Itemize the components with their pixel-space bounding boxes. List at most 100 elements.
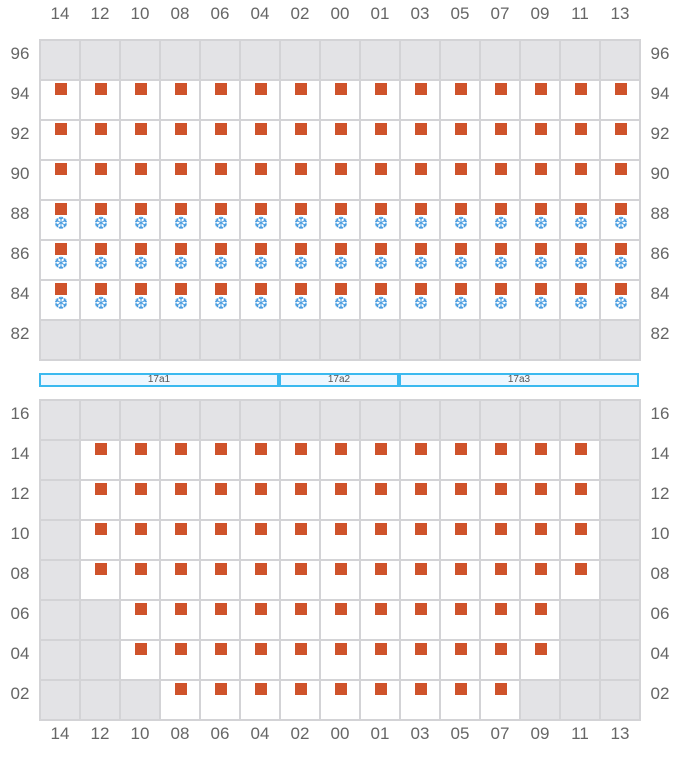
container-marker[interactable] (575, 283, 587, 295)
container-marker[interactable] (575, 563, 587, 575)
container-marker[interactable] (95, 283, 107, 295)
slot[interactable] (401, 161, 439, 199)
slot[interactable] (321, 481, 359, 519)
slot[interactable] (161, 81, 199, 119)
container-marker[interactable] (135, 523, 147, 535)
container-marker[interactable] (335, 683, 347, 695)
container-marker[interactable] (615, 123, 627, 135)
slot[interactable] (41, 81, 79, 119)
container-marker[interactable] (135, 203, 147, 215)
slot[interactable] (561, 561, 599, 599)
container-marker[interactable] (415, 203, 427, 215)
container-marker[interactable] (575, 203, 587, 215)
slot[interactable] (281, 521, 319, 559)
slot[interactable] (281, 81, 319, 119)
container-marker[interactable] (95, 163, 107, 175)
container-marker[interactable] (615, 203, 627, 215)
slot[interactable] (401, 521, 439, 559)
container-marker[interactable] (215, 683, 227, 695)
container-marker[interactable] (415, 483, 427, 495)
slot[interactable] (81, 81, 119, 119)
container-marker[interactable] (215, 523, 227, 535)
slot[interactable] (81, 441, 119, 479)
slot[interactable] (401, 481, 439, 519)
container-marker[interactable] (175, 283, 187, 295)
slot[interactable] (201, 681, 239, 719)
container-marker[interactable] (215, 243, 227, 255)
slot[interactable] (481, 521, 519, 559)
slot[interactable] (441, 121, 479, 159)
slot[interactable] (561, 161, 599, 199)
slot[interactable] (321, 681, 359, 719)
container-marker[interactable] (215, 563, 227, 575)
slot[interactable] (441, 681, 479, 719)
slot[interactable] (441, 481, 479, 519)
container-marker[interactable] (295, 163, 307, 175)
slot[interactable] (361, 681, 399, 719)
container-marker[interactable] (575, 163, 587, 175)
slot[interactable] (201, 601, 239, 639)
container-marker[interactable] (495, 163, 507, 175)
slot[interactable] (601, 121, 639, 159)
slot[interactable]: ❆ (281, 241, 319, 279)
slot[interactable] (481, 601, 519, 639)
slot[interactable] (441, 441, 479, 479)
container-marker[interactable] (95, 243, 107, 255)
container-marker[interactable] (295, 123, 307, 135)
slot[interactable] (321, 641, 359, 679)
container-marker[interactable] (175, 603, 187, 615)
container-marker[interactable] (615, 163, 627, 175)
container-marker[interactable] (255, 123, 267, 135)
slot[interactable] (161, 161, 199, 199)
container-marker[interactable] (375, 83, 387, 95)
slot[interactable] (361, 601, 399, 639)
slot[interactable] (241, 601, 279, 639)
container-marker[interactable] (375, 483, 387, 495)
container-marker[interactable] (455, 203, 467, 215)
slot[interactable] (401, 681, 439, 719)
container-marker[interactable] (335, 563, 347, 575)
container-marker[interactable] (335, 523, 347, 535)
container-marker[interactable] (295, 443, 307, 455)
container-marker[interactable] (415, 683, 427, 695)
container-marker[interactable] (535, 643, 547, 655)
container-marker[interactable] (135, 123, 147, 135)
slot[interactable] (321, 81, 359, 119)
container-marker[interactable] (255, 483, 267, 495)
container-marker[interactable] (135, 83, 147, 95)
slot[interactable] (441, 521, 479, 559)
slot[interactable] (481, 641, 519, 679)
container-marker[interactable] (375, 443, 387, 455)
slot[interactable]: ❆ (161, 201, 199, 239)
slot[interactable] (281, 161, 319, 199)
slot[interactable] (521, 641, 559, 679)
container-marker[interactable] (255, 283, 267, 295)
container-marker[interactable] (495, 483, 507, 495)
slot[interactable] (201, 161, 239, 199)
container-marker[interactable] (175, 83, 187, 95)
container-marker[interactable] (175, 563, 187, 575)
container-marker[interactable] (135, 603, 147, 615)
container-marker[interactable] (175, 203, 187, 215)
slot[interactable]: ❆ (521, 201, 559, 239)
slot[interactable]: ❆ (241, 281, 279, 319)
slot[interactable]: ❆ (241, 201, 279, 239)
slot[interactable] (281, 121, 319, 159)
slot[interactable] (361, 441, 399, 479)
slot[interactable]: ❆ (41, 201, 79, 239)
slot[interactable]: ❆ (481, 201, 519, 239)
slot[interactable] (161, 601, 199, 639)
container-marker[interactable] (455, 163, 467, 175)
slot[interactable] (241, 521, 279, 559)
container-marker[interactable] (215, 443, 227, 455)
slot[interactable] (161, 641, 199, 679)
slot[interactable] (521, 81, 559, 119)
slot[interactable] (121, 481, 159, 519)
slot[interactable] (81, 521, 119, 559)
container-marker[interactable] (215, 203, 227, 215)
container-marker[interactable] (375, 563, 387, 575)
slot[interactable]: ❆ (401, 281, 439, 319)
slot[interactable] (561, 481, 599, 519)
slot[interactable]: ❆ (401, 201, 439, 239)
container-marker[interactable] (95, 523, 107, 535)
